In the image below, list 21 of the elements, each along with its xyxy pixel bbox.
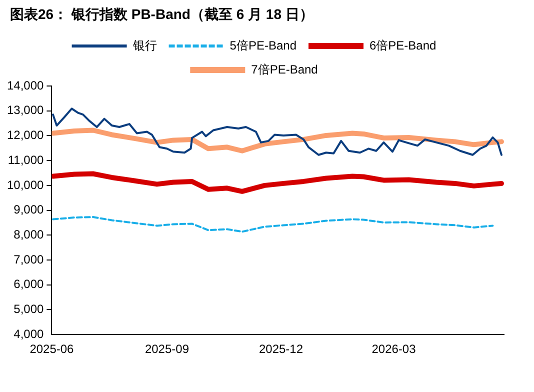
- y-tick-label: 8,000: [14, 227, 44, 242]
- legend-label: 5倍PE-Band: [230, 38, 296, 52]
- y-tick-label: 14,000: [7, 78, 44, 92]
- x-tick-label: 2025-09: [144, 342, 190, 356]
- x-tick-label: 2026-03: [372, 342, 416, 356]
- chart-title: 图表26： 银行指数 PB-Band（截至 6 月 18 日）: [10, 6, 314, 24]
- y-tick-label: 10,000: [7, 178, 44, 192]
- y-tick-label: 4,000: [14, 326, 44, 341]
- y-tick-label: 12,000: [7, 128, 44, 142]
- y-tick-label: 13,000: [7, 103, 44, 118]
- y-tick-label: 11,000: [8, 152, 44, 167]
- legend-label: 7倍PE-Band: [251, 62, 318, 76]
- x-tick-label: 2025-06: [30, 342, 74, 356]
- legend-label: 6倍PE-Band: [370, 38, 436, 52]
- y-tick-label: 9,000: [14, 202, 44, 217]
- y-tick-label: 6,000: [14, 277, 44, 292]
- y-tick-label: 7,000: [14, 252, 44, 266]
- x-tick-label: 2025-12: [258, 342, 304, 356]
- legend-label: 银行: [132, 38, 157, 52]
- y-tick-label: 5,000: [14, 302, 44, 316]
- line-series: [52, 216, 494, 233]
